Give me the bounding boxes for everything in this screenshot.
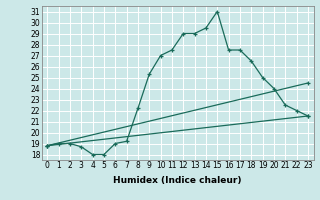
X-axis label: Humidex (Indice chaleur): Humidex (Indice chaleur) [113,176,242,185]
